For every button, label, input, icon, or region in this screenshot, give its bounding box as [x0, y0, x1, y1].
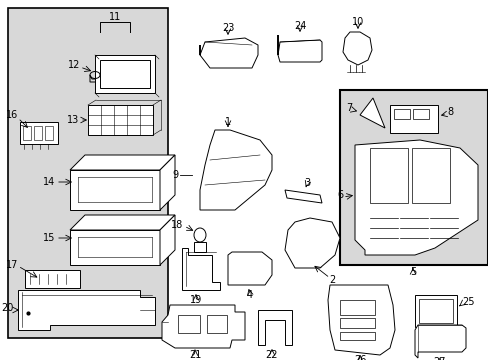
- Polygon shape: [285, 190, 321, 203]
- Bar: [178, 315, 200, 333]
- Text: 23: 23: [222, 23, 234, 33]
- Text: 5: 5: [409, 267, 415, 277]
- Polygon shape: [70, 155, 175, 170]
- Bar: [206, 315, 226, 333]
- Bar: [412, 109, 428, 119]
- Text: 25: 25: [461, 297, 473, 307]
- Text: 13: 13: [67, 115, 79, 125]
- Text: 26: 26: [353, 355, 366, 360]
- Text: 4: 4: [246, 290, 253, 300]
- Text: 22: 22: [265, 350, 278, 360]
- Bar: [339, 90, 487, 265]
- Bar: [369, 148, 407, 203]
- Text: 3: 3: [304, 178, 309, 188]
- Polygon shape: [162, 305, 244, 348]
- Text: 27: 27: [433, 357, 446, 360]
- Text: 11: 11: [109, 12, 121, 22]
- Polygon shape: [327, 285, 394, 355]
- Text: 17: 17: [6, 260, 18, 270]
- Polygon shape: [414, 325, 465, 358]
- Text: 18: 18: [170, 220, 183, 230]
- Bar: [25, 270, 80, 288]
- Text: 6: 6: [336, 190, 342, 200]
- Polygon shape: [258, 310, 291, 345]
- Text: 9: 9: [172, 170, 178, 180]
- Text: 15: 15: [42, 233, 55, 243]
- Bar: [414, 295, 456, 327]
- Polygon shape: [354, 140, 477, 255]
- Bar: [389, 105, 437, 133]
- Polygon shape: [200, 130, 271, 210]
- Polygon shape: [182, 248, 220, 290]
- Polygon shape: [95, 55, 155, 93]
- Text: 20: 20: [1, 303, 14, 313]
- Text: 10: 10: [351, 17, 364, 27]
- Ellipse shape: [194, 228, 205, 242]
- Bar: [45, 126, 53, 140]
- Text: 14: 14: [42, 177, 55, 187]
- Bar: [23, 126, 31, 140]
- Bar: [194, 242, 205, 252]
- Bar: [418, 299, 452, 323]
- Polygon shape: [359, 98, 384, 128]
- Text: 19: 19: [189, 295, 202, 305]
- Polygon shape: [285, 218, 339, 268]
- Polygon shape: [278, 35, 321, 62]
- Bar: [34, 126, 42, 140]
- Text: 7: 7: [345, 103, 351, 113]
- Polygon shape: [200, 38, 258, 68]
- Polygon shape: [227, 252, 271, 285]
- Text: 2: 2: [328, 275, 334, 285]
- Bar: [20, 122, 58, 144]
- Bar: [339, 318, 374, 328]
- Polygon shape: [160, 215, 175, 265]
- Text: 24: 24: [293, 21, 305, 31]
- Text: 21: 21: [188, 350, 201, 360]
- Text: 1: 1: [224, 117, 231, 127]
- Bar: [339, 332, 374, 340]
- Polygon shape: [70, 170, 160, 210]
- Text: 16: 16: [6, 110, 18, 120]
- Bar: [411, 148, 449, 203]
- Bar: [339, 300, 374, 315]
- Bar: [393, 109, 409, 119]
- Polygon shape: [70, 215, 175, 230]
- Polygon shape: [18, 290, 155, 330]
- Polygon shape: [160, 155, 175, 210]
- Polygon shape: [70, 230, 160, 265]
- Text: 12: 12: [67, 60, 80, 70]
- Bar: [8, 8, 168, 338]
- Polygon shape: [342, 32, 371, 65]
- Bar: [88, 105, 153, 135]
- Text: 8: 8: [446, 107, 452, 117]
